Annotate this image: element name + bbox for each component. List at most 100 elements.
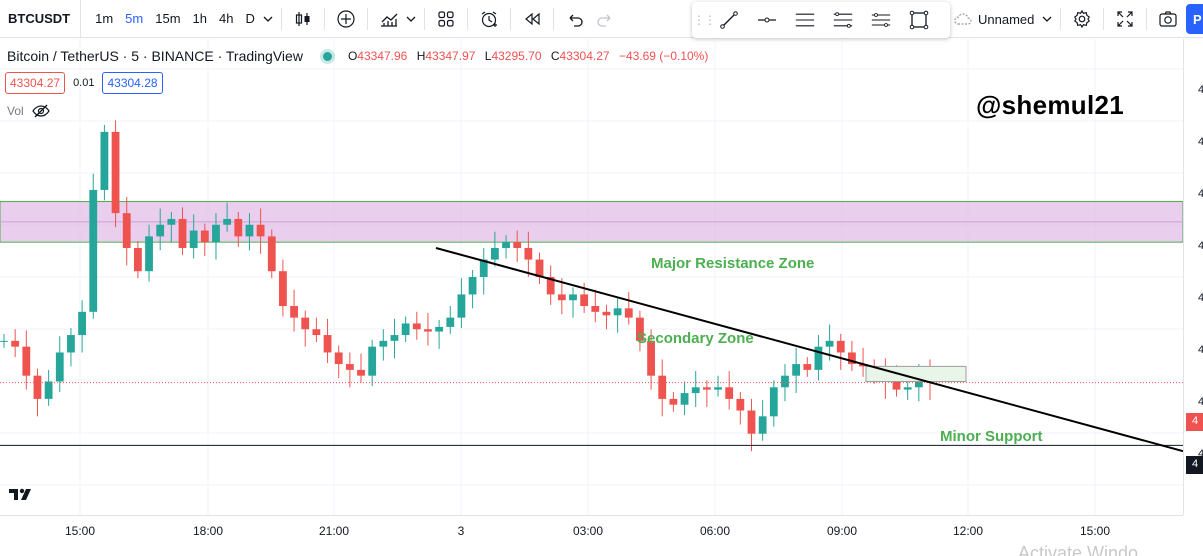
chart-legend: Bitcoin / TetherUS · 5 · BINANCE · Tradi… [7, 48, 708, 64]
undo-icon[interactable] [560, 4, 590, 34]
cloud-save-icon[interactable] [952, 4, 974, 34]
candle-body [279, 271, 287, 307]
fullscreen-icon[interactable] [1110, 4, 1140, 34]
minor-support-rect [865, 365, 967, 382]
candle-body [624, 308, 633, 318]
symbol-search-button[interactable]: BTCUSDT [0, 0, 82, 38]
candle-body [234, 218, 243, 237]
replay-rewind-icon[interactable] [517, 4, 547, 34]
candle-body [357, 369, 365, 376]
gann-box-icon[interactable] [862, 5, 900, 35]
high-value: 43347.97 [425, 49, 476, 63]
compare-plus-icon[interactable] [331, 4, 361, 34]
timeframe-chevron-down-icon[interactable] [261, 16, 275, 22]
candle-body [680, 393, 689, 405]
candle-body [859, 364, 867, 367]
toolbar-divider [1060, 8, 1062, 30]
buy-button[interactable]: 43304.28 [102, 72, 163, 94]
minor-support-label[interactable]: Minor Support [940, 428, 1043, 445]
drawing-toolbar: ⋮⋮ [692, 2, 950, 38]
windows-activation-watermark: Activate Windo [1018, 543, 1139, 556]
candle-body [334, 352, 343, 365]
time-axis[interactable]: 15:00 18:00 21:00 3 03:00 06:00 09:00 12:00 15:0… [0, 515, 1183, 556]
candle-body [736, 398, 745, 411]
candle-body [22, 346, 31, 376]
toolbar-divider [366, 7, 368, 30]
chart-pane[interactable] [0, 39, 1183, 515]
candle-body [580, 294, 589, 307]
candle-body [747, 410, 756, 434]
alert-clock-icon[interactable] [474, 4, 504, 34]
candle-body [379, 340, 388, 347]
candle-body [569, 294, 577, 301]
candles-icon[interactable] [288, 4, 318, 34]
candle-body [122, 213, 131, 248]
publish-button[interactable]: P [1186, 4, 1203, 34]
timeframe-5m[interactable]: 5m [125, 11, 144, 26]
settings-gear-icon[interactable] [1067, 4, 1097, 34]
market-open-indicator [322, 51, 332, 61]
price-axis-label: 4 [1198, 136, 1203, 148]
candle-body [546, 277, 555, 295]
candlestick-chart [0, 39, 1183, 515]
price-axis[interactable]: 44444444 [1183, 39, 1203, 515]
sell-button[interactable]: 43304.27 [5, 72, 66, 94]
candle-body [591, 306, 600, 312]
parallel-channel-icon[interactable] [786, 5, 824, 35]
timeframe-4h[interactable]: 4h [219, 11, 234, 26]
volume-indicator[interactable]: Vol [7, 104, 50, 118]
secondary-zone-label[interactable]: Secondary Zone [637, 330, 754, 347]
layout-name-button[interactable]: Unnamed [978, 11, 1035, 27]
quote-panel: 43304.27 0.01 43304.28 [5, 72, 163, 94]
candle-body [758, 416, 767, 434]
candle-body [691, 387, 700, 394]
candle-body [78, 311, 87, 336]
candle-body [825, 340, 834, 347]
timeframe-d[interactable]: D [245, 11, 255, 26]
time-axis-label: 15:00 [1079, 524, 1111, 538]
open-value: 43347.96 [357, 49, 408, 63]
candle-body [167, 218, 176, 225]
close-value: 43304.27 [559, 49, 610, 63]
candle-body [613, 308, 622, 316]
tradingview-logo-icon[interactable] [7, 484, 37, 504]
time-axis-label: 21:00 [318, 524, 350, 538]
candle-body [647, 340, 655, 376]
horizontal-ray-icon[interactable] [748, 5, 786, 35]
trend-line-icon[interactable] [710, 5, 748, 35]
major-resistance-label[interactable]: Major Resistance Zone [651, 255, 815, 272]
candle-body [0, 340, 8, 342]
time-axis-label: 18:00 [192, 524, 224, 538]
ohlc-values: O43347.96 H43347.97 L43295.70 C43304.27 … [348, 49, 708, 63]
rectangle-icon[interactable] [900, 5, 938, 35]
indicators-chevron-down-icon[interactable] [404, 16, 418, 22]
candle-body [312, 329, 321, 336]
eye-hidden-icon[interactable] [31, 104, 50, 118]
candle-body [602, 311, 611, 316]
redo-icon[interactable] [590, 4, 620, 34]
candle-body [847, 352, 856, 365]
timeframe-15m[interactable]: 15m [155, 11, 181, 26]
price-axis-label: 4 [1198, 292, 1203, 304]
timeframe-1h[interactable]: 1h [192, 11, 207, 26]
drag-handle-icon[interactable]: ⋮⋮ [693, 13, 716, 27]
camera-icon[interactable] [1153, 4, 1183, 34]
high-label: H [416, 49, 426, 63]
volume-label: Vol [7, 104, 24, 118]
symbol-title[interactable]: Bitcoin / TetherUS · 5 · BINANCE · Tradi… [7, 48, 303, 64]
candle-body [479, 259, 488, 277]
templates-grid-icon[interactable] [431, 4, 461, 34]
layout-chevron-down-icon[interactable] [1040, 16, 1054, 22]
fib-retracement-icon[interactable] [824, 5, 862, 35]
low-label: L [484, 49, 492, 63]
candle-body [513, 242, 522, 248]
toolbar-divider [280, 7, 282, 30]
indicators-icon[interactable] [374, 4, 404, 34]
candle-body [769, 387, 778, 417]
candle-body [457, 294, 466, 318]
candle-body [490, 247, 499, 260]
timeframe-1m[interactable]: 1m [95, 11, 114, 26]
candle-body [714, 387, 722, 390]
candle-body [524, 247, 533, 260]
toolbar-divider [509, 7, 511, 30]
